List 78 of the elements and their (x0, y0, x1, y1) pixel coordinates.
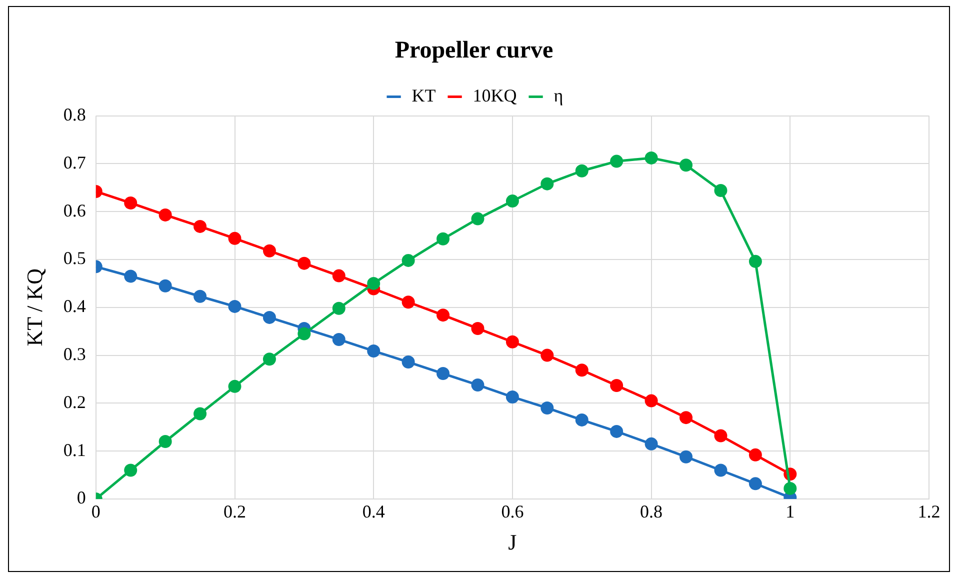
legend-label: η (554, 86, 564, 106)
point (644, 437, 658, 450)
point (471, 378, 484, 392)
y-tick-label: 0.1 (63, 440, 86, 460)
point (367, 344, 380, 358)
point (680, 411, 693, 424)
y-tick-label: 0.3 (63, 344, 86, 364)
point (332, 269, 346, 282)
point (436, 232, 450, 246)
x-tick-label: 1 (786, 502, 795, 522)
chart-title: Propeller curve (394, 38, 554, 64)
x-tick-label: 0.6 (501, 502, 524, 522)
point (610, 424, 624, 438)
x-tick-label: 0.2 (224, 502, 246, 522)
point (262, 352, 276, 366)
point (575, 413, 588, 426)
point (367, 276, 380, 290)
point (262, 244, 276, 258)
point (748, 448, 762, 462)
point (298, 256, 311, 270)
point (506, 194, 519, 208)
y-tick-label: 0.8 (63, 104, 86, 125)
point (298, 327, 311, 340)
point (540, 401, 554, 414)
point (228, 300, 242, 313)
x-tick-label: 0 (91, 502, 100, 522)
point (402, 254, 415, 267)
point (506, 390, 519, 404)
point (332, 332, 346, 346)
point (194, 290, 207, 303)
point (402, 296, 415, 309)
point (610, 378, 624, 392)
point (194, 407, 207, 420)
point (680, 158, 693, 172)
point (506, 335, 519, 348)
legend-label: KT (412, 86, 436, 106)
x-tick-label: 0.4 (362, 502, 385, 522)
point (124, 464, 138, 477)
point (784, 482, 797, 495)
y-tick-label: 0.5 (63, 248, 86, 268)
y-tick-label: 0.7 (63, 152, 86, 172)
point (124, 196, 138, 210)
point (644, 394, 658, 408)
point (194, 220, 207, 233)
point (436, 308, 450, 322)
point (402, 356, 415, 369)
point (158, 435, 172, 448)
point (610, 154, 624, 168)
point (158, 279, 172, 292)
y-axis-title: KT / KQ (22, 268, 47, 346)
y-tick-label: 0.2 (63, 392, 86, 412)
legend-label: 10KQ (472, 86, 517, 106)
point (714, 429, 728, 442)
y-tick-label: 0.4 (63, 296, 86, 316)
point (471, 212, 484, 226)
point (748, 477, 762, 490)
point (540, 348, 554, 362)
x-tick-label: 0.8 (640, 502, 663, 522)
point (714, 184, 728, 198)
x-axis-title: J (508, 530, 518, 555)
point (262, 310, 276, 324)
point (436, 367, 450, 380)
y-tick-label: 0.6 (63, 200, 86, 220)
point (332, 302, 346, 315)
point (158, 208, 172, 222)
point (124, 270, 138, 283)
point (575, 364, 588, 377)
point (575, 164, 588, 178)
y-tick-label: 0 (76, 488, 86, 508)
point (228, 380, 242, 393)
x-tick-label: 1.2 (918, 502, 940, 522)
point (540, 177, 554, 190)
point (714, 464, 728, 477)
point (680, 450, 693, 464)
point (748, 254, 762, 268)
point (471, 322, 484, 335)
point (644, 151, 658, 164)
point (228, 232, 242, 245)
